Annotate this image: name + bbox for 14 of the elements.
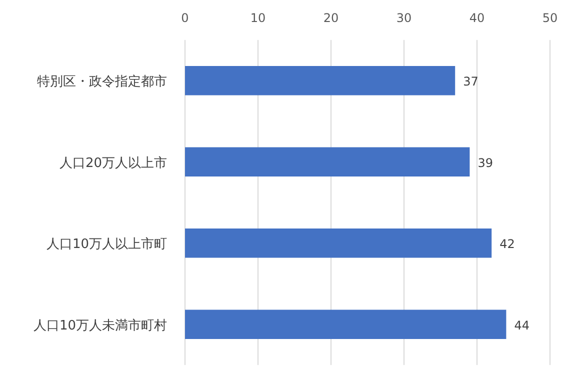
tick: 40 — [469, 11, 485, 25]
data-label: 39 — [478, 156, 493, 170]
tick: 10 — [250, 11, 266, 25]
tick: 0 — [181, 11, 189, 25]
category: 特別区・政令指定都市 — [37, 74, 167, 90]
category: 人口20万人以上市 — [59, 156, 167, 171]
category: 人口10万人未満市町村 — [33, 318, 167, 334]
tick: 50 — [542, 11, 558, 25]
category: 人口10万人以上市町 — [46, 237, 167, 252]
data-label: 42 — [500, 237, 515, 252]
tick: 30 — [396, 11, 412, 25]
data-label: 37 — [463, 74, 478, 89]
data-label: 44 — [514, 318, 530, 332]
tick: 20 — [323, 11, 339, 25]
